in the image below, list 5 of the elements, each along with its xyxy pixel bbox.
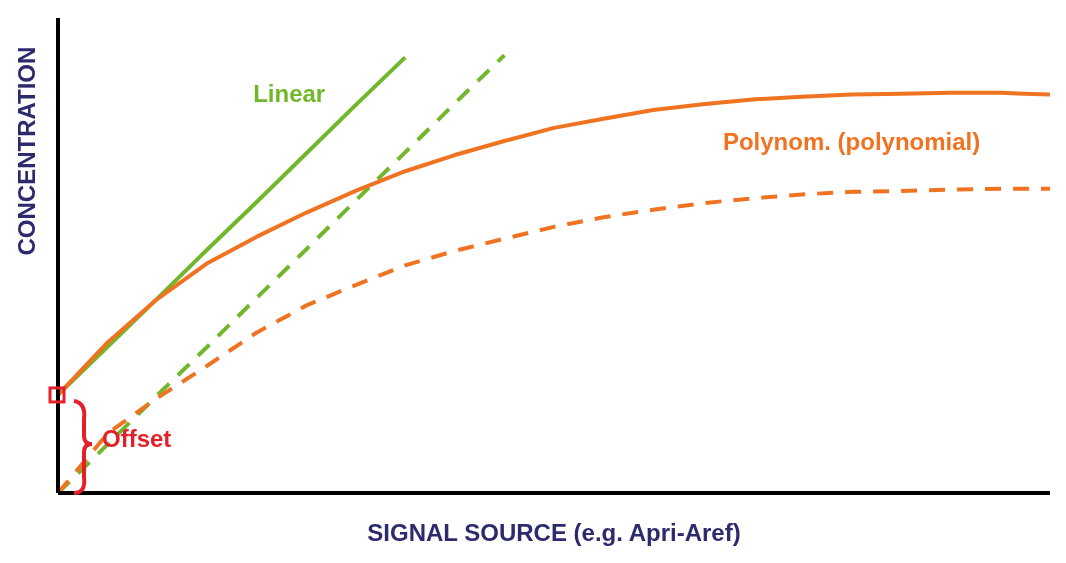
series-label: Polynom. (polynomial) <box>722 127 981 155</box>
series-label: Linear <box>253 80 326 108</box>
y-axis-title: CONCENTRATION <box>12 46 40 256</box>
x-axis-title: SIGNAL SOURCE (e.g. Apri-Aref) <box>367 519 741 546</box>
annotation: Offset <box>102 424 172 453</box>
